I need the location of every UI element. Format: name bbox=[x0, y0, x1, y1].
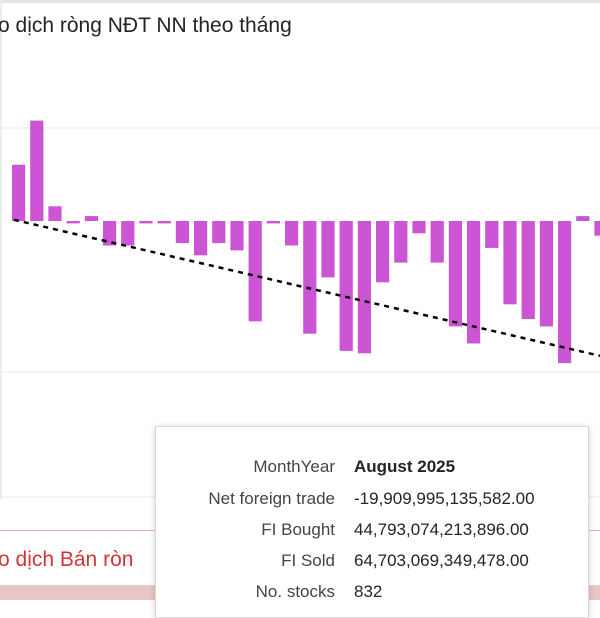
bar[interactable] bbox=[412, 221, 426, 234]
tooltip-row-net-foreign-trade: Net foreign trade -19,909,995,135,582.00 bbox=[156, 489, 588, 513]
tooltip-label: Net foreign trade bbox=[208, 489, 335, 508]
frame-top-border bbox=[0, 0, 600, 3]
frame-left-border bbox=[0, 0, 2, 500]
bar[interactable] bbox=[12, 164, 26, 221]
bar[interactable] bbox=[594, 221, 600, 236]
bar[interactable] bbox=[30, 120, 44, 221]
bar[interactable] bbox=[139, 221, 153, 224]
tooltip-value: 64,703,069,349,478.00 bbox=[354, 551, 529, 570]
bar[interactable] bbox=[175, 221, 189, 244]
bar[interactable] bbox=[376, 221, 390, 283]
bar[interactable] bbox=[84, 216, 98, 221]
tooltip-row-monthyear: MonthYear August 2025 bbox=[156, 457, 588, 481]
tooltip-label: FI Sold bbox=[281, 551, 335, 570]
bar[interactable] bbox=[467, 221, 481, 344]
tooltip-value: 832 bbox=[354, 582, 383, 601]
bar[interactable] bbox=[576, 216, 590, 221]
tooltip-row-no-stocks: No. stocks 832 bbox=[156, 582, 588, 606]
bar-series[interactable] bbox=[12, 120, 600, 454]
bar[interactable] bbox=[303, 221, 317, 334]
bar[interactable] bbox=[66, 221, 80, 224]
bar[interactable] bbox=[266, 221, 280, 224]
trend-line bbox=[13, 218, 600, 358]
tooltip-value: August 2025 bbox=[354, 457, 456, 476]
chart-title: o dịch ròng NĐT NN theo tháng bbox=[0, 14, 292, 37]
bar[interactable] bbox=[485, 221, 499, 248]
bar[interactable] bbox=[248, 221, 262, 322]
bar[interactable] bbox=[539, 221, 553, 327]
bar[interactable] bbox=[339, 221, 353, 351]
bar[interactable] bbox=[48, 206, 62, 221]
bar[interactable] bbox=[103, 221, 117, 246]
bar[interactable] bbox=[503, 221, 517, 305]
tooltip-label: FI Bought bbox=[261, 520, 335, 539]
bar[interactable] bbox=[521, 221, 535, 319]
bar[interactable] bbox=[394, 221, 408, 263]
tooltip-row-fi-bought: FI Bought 44,793,074,213,896.00 bbox=[156, 520, 588, 544]
tooltip-value: 44,793,074,213,896.00 bbox=[354, 520, 529, 539]
bar[interactable] bbox=[448, 221, 462, 327]
bar[interactable] bbox=[121, 221, 135, 246]
bar[interactable] bbox=[230, 221, 244, 251]
tooltip-label: No. stocks bbox=[255, 582, 335, 601]
bar[interactable] bbox=[285, 221, 299, 246]
second-chart-title: o dịch Bán ròn bbox=[0, 548, 134, 571]
bar[interactable] bbox=[157, 221, 171, 224]
bar[interactable] bbox=[212, 221, 226, 244]
net-foreign-trade-chart[interactable]: 2023 bbox=[0, 0, 600, 500]
bar[interactable] bbox=[430, 221, 444, 263]
data-tooltip: MonthYear August 2025 Net foreign trade … bbox=[155, 426, 589, 618]
bar[interactable] bbox=[194, 221, 208, 256]
tooltip-label: MonthYear bbox=[253, 457, 335, 476]
bar[interactable] bbox=[558, 221, 572, 364]
bar[interactable] bbox=[357, 221, 371, 354]
tooltip-row-fi-sold: FI Sold 64,703,069,349,478.00 bbox=[156, 551, 588, 575]
tooltip-value: -19,909,995,135,582.00 bbox=[354, 489, 535, 508]
bar[interactable] bbox=[321, 221, 335, 278]
